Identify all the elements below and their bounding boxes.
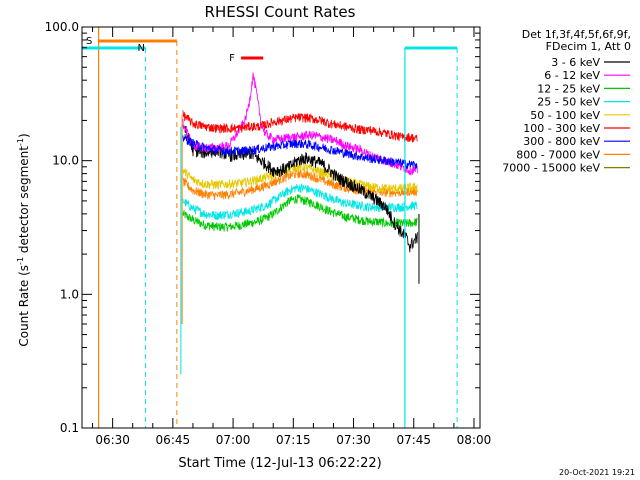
y-axis-label-main: Count Rate (s (17, 265, 31, 347)
x-tick-label: 07:45 (396, 433, 431, 447)
legend-label: 12 - 25 keV (537, 82, 600, 95)
legend-label: 25 - 50 keV (537, 96, 600, 109)
legend-label: 3 - 6 keV (551, 56, 600, 69)
legend-label: 50 - 100 keV (530, 109, 600, 122)
x-tick-label: 08:00 (457, 433, 492, 447)
x-tick-label: 07:30 (336, 433, 371, 447)
night-flag-label: N (138, 43, 145, 54)
series-line-300-800-kev (182, 134, 418, 170)
x-tick-label: 06:30 (95, 433, 130, 447)
x-tick-label: 06:45 (156, 433, 191, 447)
flag-layer: S N F (82, 27, 458, 428)
series-line-100-300-kev (182, 110, 418, 143)
legend-header-line-1: Det 1f,3f,4f,5f,6f,9f, (522, 28, 631, 41)
plot-area (180, 72, 420, 375)
footer-timestamp: 20-Oct-2021 19:21 (559, 468, 635, 477)
y-axis-label-middle: detector segment (17, 146, 31, 257)
y-tick-label: 100.0 (45, 20, 79, 34)
legend-label: 800 - 7000 keV (516, 148, 600, 161)
series-line-25-50-kev (182, 182, 418, 221)
legend-label: 7000 - 15000 keV (502, 162, 600, 175)
axes: 0.1 1.0 10.0 100.0 06:30 06:45 07:00 07:15 07:30… (45, 20, 492, 447)
x-tick-label: 07:15 (276, 433, 311, 447)
y-tick-label: 10.0 (52, 154, 79, 168)
legend-header-line-2: FDecim 1, Att 0 (546, 40, 631, 53)
flare-flag-label: F (229, 53, 235, 64)
y-tick-label: 0.1 (60, 421, 79, 435)
legend-label: 100 - 300 keV (523, 122, 600, 135)
series-line-50-100-kev (182, 162, 418, 193)
legend-label: 300 - 800 keV (523, 135, 600, 148)
x-axis-label: Start Time (12-Jul-13 06:22:22) (178, 456, 381, 471)
series-line-12-25-kev (182, 194, 418, 232)
legend-label: 6 - 12 keV (544, 69, 600, 82)
y-axis-label-superscript-1: -1 (16, 257, 25, 265)
y-tick-label: 1.0 (60, 287, 79, 301)
legend: Det 1f,3f,4f,5f,6f,9f, FDecim 1, Att 0 3… (502, 28, 631, 175)
x-tick-label: 07:00 (216, 433, 251, 447)
series-line-3-6-kev (182, 125, 418, 253)
plot-frame (81, 26, 481, 429)
y-axis-label-superscript-2: -1 (16, 138, 25, 146)
chart-title: RHESSI Count Rates (205, 3, 356, 21)
y-axis-label-end: ) (17, 133, 31, 138)
y-axis-label: Count Rate (s-1 detector segment-1) (16, 133, 31, 346)
saa-flag-label: S (86, 36, 92, 47)
